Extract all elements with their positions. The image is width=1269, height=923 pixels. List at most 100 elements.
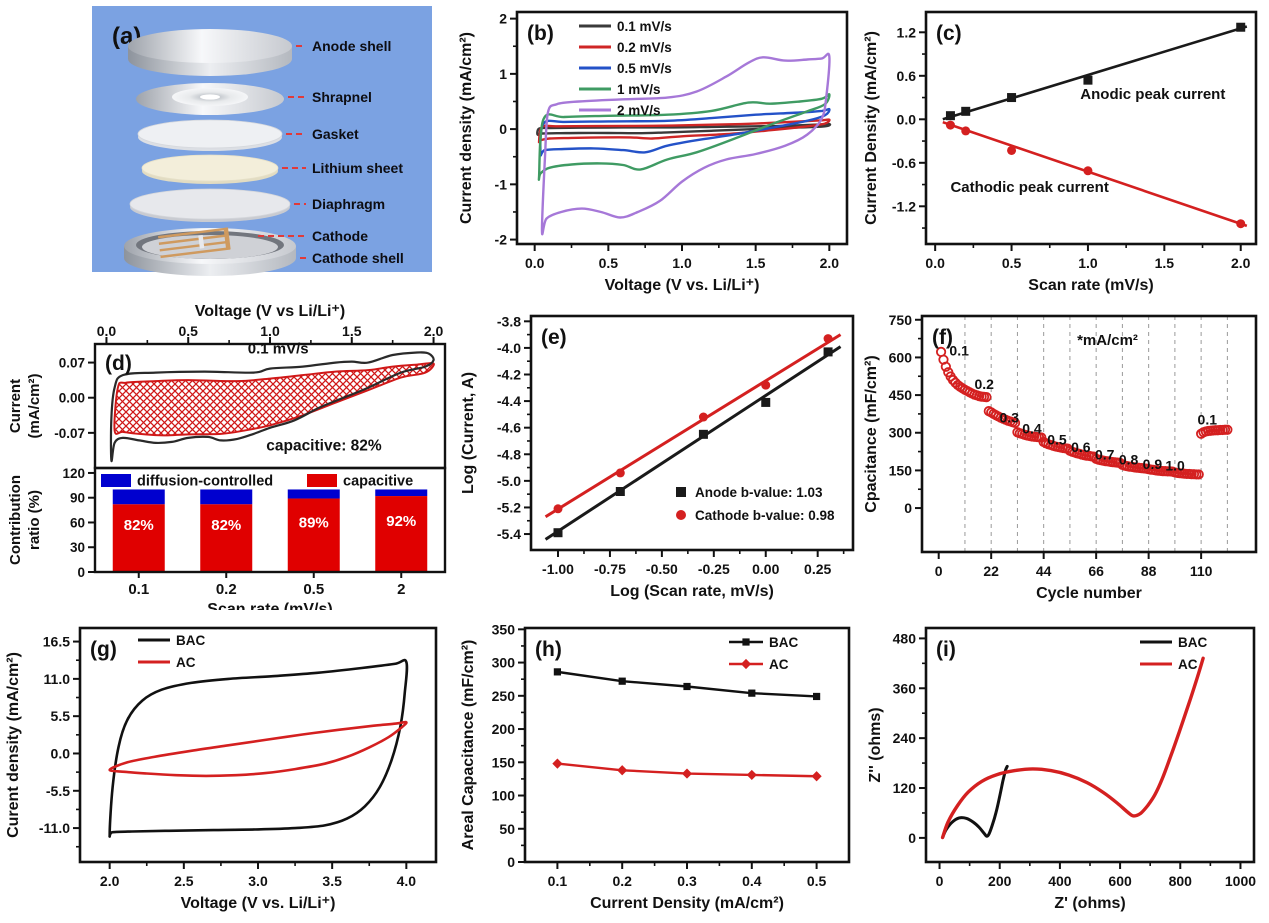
y-tick-label: -4.8 [497, 446, 521, 462]
x-tick-label: 2.0 [100, 873, 120, 889]
x-tick-label: 0.5 [807, 873, 827, 889]
rate-label: 0.5 [1047, 432, 1067, 448]
panel-i-nyquist: 0 200 400 600 800 1000 0 120 240 360 480 Z' (ohms) Z… [860, 610, 1269, 923]
y-tick-label: -4.0 [497, 340, 521, 356]
y-tick-label: 0 [908, 830, 916, 846]
x-tick-label: -0.50 [646, 561, 678, 577]
series-curve [941, 764, 1009, 839]
marker-circle [945, 120, 955, 130]
legend-label: BAC [176, 633, 205, 648]
x-tick-label: 44 [1036, 563, 1052, 579]
component-disc [129, 188, 291, 220]
y-tick-label: 450 [889, 387, 913, 403]
legend-label: AC [176, 655, 196, 670]
cv-y-axis-title: Current [7, 379, 24, 433]
rate-label: 1.0 [1165, 457, 1185, 473]
x-tick-label: 1.0 [1078, 255, 1098, 271]
top-tick-label: 1.0 [260, 323, 280, 339]
bar-category-label: 0.1 [128, 581, 149, 598]
rate-label: 0.3 [1000, 409, 1020, 425]
cv-y-tick-label: 0.00 [59, 391, 85, 406]
y-tick-label: -1 [495, 176, 508, 192]
y-tick-label: 150 [492, 754, 516, 770]
panel-e-b-value: -1.00 -0.75 -0.50 -0.25 0.00 0.25 -3.8 -4.0 -4.2… [455, 300, 860, 610]
bars-y-tick-label: 60 [70, 515, 85, 530]
series-loop [108, 658, 409, 838]
y-tick-label: -5.4 [497, 526, 521, 542]
annotation: *mA/cm² [1077, 332, 1138, 349]
y-tick-label: -5.5 [46, 783, 70, 799]
x-tick-label: 0 [935, 563, 943, 579]
marker-square [748, 689, 756, 697]
y-tick-label: 150 [889, 462, 913, 478]
y-tick-label: 240 [893, 730, 917, 746]
x-tick-label: 2.0 [820, 255, 840, 271]
legend-label: 0.2 mV/s [617, 40, 672, 55]
rate-label: 0.4 [1022, 420, 1042, 436]
y-tick-label: 360 [893, 680, 917, 696]
fit-line [942, 25, 1248, 121]
panel-letter: (h) [535, 638, 562, 661]
legend-label: BAC [769, 635, 798, 650]
marker-open-circle [940, 361, 951, 372]
y-tick-label: 100 [492, 788, 516, 804]
panel-c-peak-current: 0.0 0.5 1.0 1.5 2.0 1.2 0.6 0.0 -0.6 -1.2 Scan rat… [860, 0, 1269, 300]
y-tick-label: 0 [904, 500, 912, 516]
bars-y-tick-label: 30 [70, 540, 85, 555]
marker-square [961, 106, 971, 116]
bars-axes-box [93, 466, 447, 574]
y-tick-label: 5.5 [51, 708, 71, 724]
cv-y-tick-label: -0.07 [54, 426, 85, 441]
bar-capacitive [375, 496, 428, 572]
bar-category-label: 2 [397, 581, 405, 598]
legend-label: 0.1 mV/s [617, 19, 672, 34]
x-tick-label: 0.5 [599, 255, 619, 271]
component-label: Cathode [312, 228, 368, 244]
legend-label: capacitive [343, 474, 413, 490]
x-tick-label: 66 [1088, 563, 1104, 579]
y-axis-title: Curent density (mA/cm²) [5, 652, 22, 838]
bar-category-label: 0.2 [216, 581, 237, 598]
y-tick-label: -4.6 [497, 420, 521, 436]
y-tick-label: 50 [499, 821, 515, 837]
bar-value-label: 89% [299, 514, 329, 531]
fit-line [544, 333, 842, 519]
cathode-electrode-fingers [158, 227, 231, 259]
marker-diamond [617, 765, 628, 776]
marker-circle [823, 334, 833, 344]
top-tick-label: 0.0 [97, 323, 117, 339]
x-tick-label: 4.0 [397, 873, 417, 889]
bar-diffusion [112, 489, 165, 505]
bar-capacitive [287, 498, 340, 572]
series-loop [539, 107, 831, 157]
marker-circle [961, 126, 971, 136]
panel-h-areal-capacitance: 0.1 0.2 0.3 0.4 0.5 0 50 100 150 200 250 300 350 Curr… [455, 610, 860, 923]
panel-b-cv-scan-rates: 0.0 0.5 1.0 1.5 2.0 -2 -1 0 1 2 Voltage (V vs. Li/… [455, 0, 860, 300]
panel-f-svg: 0.1 0.2 0.30.4 0.5 0.6 0.7 0.8 0.9 1.0 0.1 0 22 44 66… [863, 312, 1258, 602]
panel-letter: (d) [105, 352, 132, 375]
top-axis-title: Voltage (V vs Li/Li⁺) [195, 303, 345, 320]
cv-y-tick-label: 0.07 [59, 356, 85, 371]
marker-square [618, 677, 626, 685]
x-tick-label: -0.25 [698, 561, 730, 577]
bar-capacitive [200, 504, 253, 572]
legend-label: 2 mV/s [617, 103, 661, 118]
legend-label: BAC [1178, 635, 1207, 650]
rate-label: 0.2 [974, 376, 994, 392]
component-label: Lithium sheet [312, 160, 403, 176]
y-tick-label: -5.2 [497, 499, 521, 515]
legend-swatch-diffusion [101, 474, 131, 487]
bars-y-axis-title: Contribution [7, 475, 24, 565]
marker-square [698, 429, 708, 439]
x-tick-label: 1.5 [1155, 255, 1175, 271]
y-axis-title: Log (Current, A) [460, 372, 477, 494]
y-tick-label: 11.0 [44, 671, 71, 687]
component-label: Shrapnel [312, 89, 372, 105]
x-tick-label: 3.5 [322, 873, 342, 889]
panel-g-cv-bac-ac: 2.0 2.5 3.0 3.5 4.0 16.5 11.0 5.5 0.0 -5.5 -11.0 Vo… [0, 610, 455, 923]
y-tick-label: 0.0 [51, 745, 71, 761]
legend-label: 0.5 mV/s [617, 61, 672, 76]
y-axis-title: Cpacitance (mF/cm²) [863, 355, 880, 512]
y-tick-label: 16.5 [43, 634, 70, 650]
marker-square [945, 111, 955, 121]
